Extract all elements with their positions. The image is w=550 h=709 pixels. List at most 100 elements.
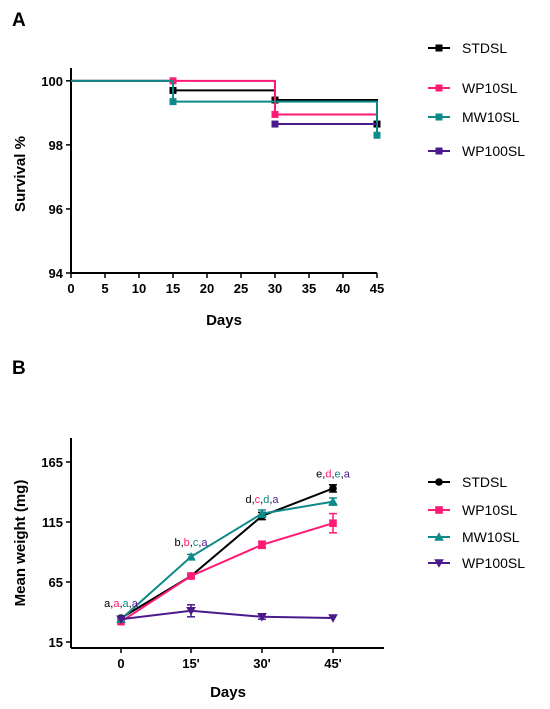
panel-b-significance-letter: a [201, 537, 208, 549]
panel-b-significance-separator: , [331, 469, 334, 481]
panel-a-legend-marker-stdsl [435, 44, 443, 52]
panel-b-legend-label: MW10SL [462, 529, 520, 545]
panel-b-significance-separator: , [341, 469, 344, 481]
panel-b-significance-letter: a [123, 598, 130, 610]
panel-b-x-tick-label: 45' [324, 656, 342, 671]
panel-b-significance-letter: e [335, 469, 341, 481]
panel-b-significance-letter: c [255, 494, 261, 506]
panel-b-y-tick-label: 115 [42, 515, 63, 530]
panel-a-y-tick-label: 98 [49, 138, 63, 153]
panel-b-point-wp100sl [116, 615, 126, 624]
panel-b-significance-separator: , [110, 598, 113, 610]
panel-b-series-line-wp10sl [120, 522, 334, 623]
panel-a-point-wp10sl [271, 110, 279, 118]
panel-b-point-wp10sl [187, 572, 195, 580]
panel-a-y-tick-label: 100 [41, 74, 63, 89]
panel-b-significance-letter: a [272, 494, 279, 506]
panel-b-significance-separator: , [190, 537, 193, 549]
panel-a-label: A [12, 10, 26, 31]
panel-a-point-mw10sl [373, 131, 381, 139]
panel-b-significance-letter: d [263, 494, 269, 506]
panel-b-significance-letters: d,c,d,a [245, 494, 279, 506]
panel-b-significance-letter: d [245, 494, 251, 506]
panel-b-significance-letters: a,a,a,a [104, 598, 139, 610]
panel-a-plot: 0 5 10 15 20 25 30 35 40 45 94 96 98 100 [41, 68, 384, 296]
panel-a: A 0 5 10 15 20 25 30 35 40 45 94 96 98 100 STDSL WP10S… [12, 10, 525, 329]
panel-b-series-line-mw10sl [120, 500, 334, 620]
panel-b-legend-label: WP10SL [462, 502, 517, 518]
panel-b-label: B [12, 358, 26, 379]
panel-b-x-axis-title: Days [210, 684, 246, 701]
panel-a-x-tick-label: 5 [101, 281, 108, 296]
panel-b-legend-marker-stdsl [435, 478, 443, 486]
panel-b-series-line-wp100sl [120, 609, 334, 621]
panel-b-point-mw10sl [186, 552, 196, 561]
panel-b-legend-marker-wp10sl [435, 506, 443, 514]
panel-b-x-tick-label: 15' [182, 656, 200, 671]
panel-b-point-wp10sl [329, 519, 337, 527]
panel-a-x-tick-label: 20 [200, 281, 214, 296]
panel-b-y-tick-label: 65 [49, 575, 63, 590]
panel-b-significance-letter: a [132, 598, 139, 610]
panel-b-significance-separator: , [181, 537, 184, 549]
panel-a-x-tick-label: 45 [370, 281, 384, 296]
panel-b-significance-letter: d [325, 469, 331, 481]
panel-b-significance-letters: e,d,e,a [316, 469, 351, 481]
panel-b-x-tick-label: 30' [253, 656, 271, 671]
panel-a-x-tick-label: 25 [234, 281, 248, 296]
panel-a-legend-label: STDSL [462, 40, 507, 56]
panel-a-legend: STDSL WP10SL MW10SL WP100SL [428, 40, 525, 159]
panel-b-legend-marker-wp100sl [434, 559, 444, 568]
panel-a-y-axis-title: Survival % [12, 136, 29, 212]
panel-b-legend-label: WP100SL [462, 555, 525, 571]
panel-a-legend-marker-wp10sl [435, 84, 443, 92]
panel-b-point-wp100sl [328, 614, 338, 623]
panel-a-y-tick-label: 96 [49, 202, 63, 217]
panel-b-y-tick-label: 165 [41, 455, 63, 470]
panel-b-significance-letter: b [174, 537, 180, 549]
panel-b-point-wp100sl [257, 613, 267, 622]
panel-a-x-tick-label: 35 [302, 281, 316, 296]
panel-b-significance-separator: , [252, 494, 255, 506]
panel-b-series-line-stdsl [120, 487, 334, 619]
panel-b-significance-separator: , [129, 598, 132, 610]
panel-b-y-tick-label: 15 [49, 635, 63, 650]
panel-b-legend-label: STDSL [462, 474, 507, 490]
panel-b-significance-separator: , [260, 494, 263, 506]
panel-b-significance-letter: a [104, 598, 111, 610]
panel-a-x-tick-label: 0 [67, 281, 74, 296]
panel-b-point-mw10sl [328, 496, 338, 506]
panel-a-legend-marker-wp100sl [435, 147, 443, 155]
panel-b-legend: STDSL WP10SL MW10SL WP100SL [428, 474, 525, 571]
panel-a-legend-marker-mw10sl [435, 113, 443, 121]
panel-b-significance-letter: b [184, 537, 190, 549]
panel-a-point-wp100sl [271, 120, 279, 128]
panel-a-x-tick-label: 40 [336, 281, 350, 296]
panel-a-point-mw10sl [169, 98, 177, 106]
panel-a-legend-label: WP10SL [462, 80, 517, 96]
panel-b-significance-separator: , [198, 537, 201, 549]
panel-b-significance-letter: e [316, 469, 322, 481]
panel-b-plot: 0 15' 30' 45'1565115165a,a,a,ab,b,c,ad,c,d,… [41, 438, 384, 671]
panel-a-x-tick-label: 15 [166, 281, 180, 296]
panel-a-legend-label: MW10SL [462, 109, 520, 125]
panel-b: B 0 15' 30' 45'1565115165a,a,a,ab,b,c,ad,c,… [12, 358, 525, 701]
panel-b-point-wp10sl [258, 541, 266, 549]
panel-b-significance-separator: , [119, 598, 122, 610]
panel-a-legend-label: WP100SL [462, 143, 525, 159]
panel-b-significance-letter: c [193, 537, 199, 549]
panel-b-significance-letters: b,b,c,a [174, 537, 208, 549]
panel-a-x-tick-label: 10 [132, 281, 146, 296]
panel-b-y-axis-title: Mean weight (mg) [12, 480, 29, 607]
panel-b-significance-separator: , [269, 494, 272, 506]
panel-b-point-stdsl [329, 484, 337, 493]
panel-b-point-wp100sl [186, 607, 196, 616]
panel-b-significance-letter: a [344, 469, 351, 481]
panel-b-x-tick-label: 0 [117, 656, 124, 671]
panel-a-x-axis-title: Days [206, 312, 242, 329]
panel-b-legend-marker-mw10sl [434, 532, 444, 541]
panel-a-series-line-mw10sl [71, 79, 378, 136]
panel-a-series-line-wp10sl [71, 79, 377, 116]
panel-a-x-tick-label: 30 [268, 281, 282, 296]
